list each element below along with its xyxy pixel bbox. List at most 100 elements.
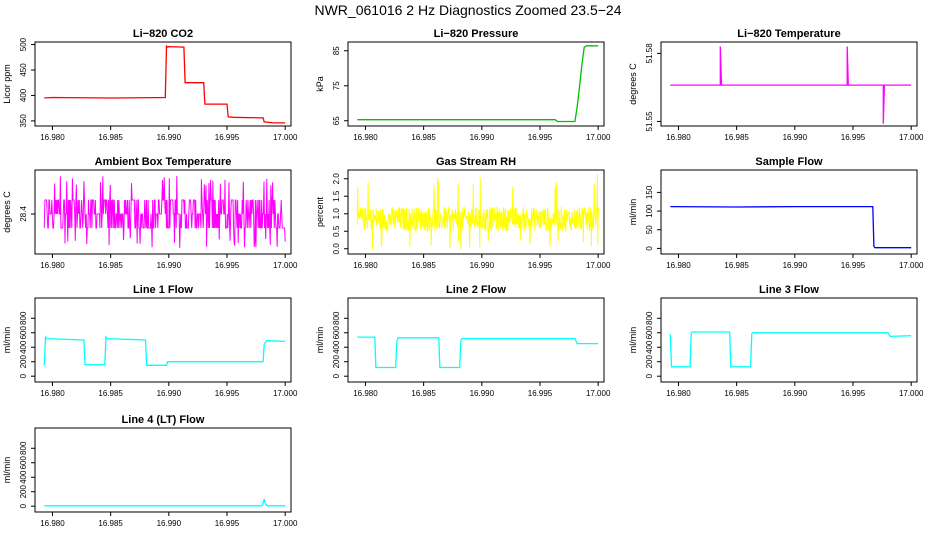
y-tick-label: 600: [645, 326, 654, 340]
x-tick-label: 16.990: [470, 389, 495, 398]
figure-title: NWR_061016 2 Hz Diagnostics Zoomed 23.5−…: [314, 2, 622, 18]
y-tick-label: 51.58: [645, 43, 654, 64]
x-tick-label: 16.995: [215, 389, 240, 398]
y-tick-label: 100: [645, 204, 654, 218]
series-line: [44, 498, 286, 507]
y-tick-label: 600: [19, 456, 28, 470]
x-tick-label: 16.985: [98, 519, 123, 528]
y-tick-label: 800: [332, 311, 341, 325]
x-tick-label: 16.985: [98, 133, 123, 142]
x-tick-label: 16.985: [724, 261, 749, 270]
x-tick-label: 16.990: [783, 261, 808, 270]
y-tick-label: 500: [19, 37, 28, 51]
x-tick-label: 16.980: [666, 389, 691, 398]
x-tick-label: 17.000: [273, 261, 298, 270]
x-tick-label: 17.000: [586, 133, 611, 142]
y-axis-label: degrees C: [2, 191, 12, 233]
y-axis-label: kPa: [315, 76, 325, 92]
x-tick-label: 16.985: [98, 389, 123, 398]
y-tick-label: 1.0: [332, 208, 341, 220]
y-axis-label: degrees C: [628, 63, 638, 105]
panel-5: Gas Stream RH percent 16.980 16.985 16.990 16…: [315, 156, 611, 270]
y-tick-label: 800: [19, 441, 28, 455]
panel-title: Li−820 Temperature: [737, 28, 840, 40]
panel-10: Line 4 (LT) Flow ml/min 16.980 16.985 16.990…: [2, 414, 298, 528]
panel-title: Line 4 (LT) Flow: [122, 414, 205, 426]
y-tick-label: 600: [332, 326, 341, 340]
y-tick-label: 200: [332, 355, 341, 369]
y-tick-label: 2.0: [332, 173, 341, 185]
series-line: [357, 45, 599, 123]
x-tick-label: 16.990: [157, 261, 182, 270]
panel-2: Li−820 Pressure kPa 16.980 16.985 16.990 16.9…: [315, 28, 611, 142]
x-tick-label: 16.980: [40, 519, 65, 528]
y-tick-label: 75: [332, 81, 341, 90]
y-tick-label: 51.55: [645, 111, 654, 132]
x-tick-label: 16.985: [98, 261, 123, 270]
y-tick-label: 600: [19, 326, 28, 340]
series-line: [43, 176, 286, 248]
y-axis-label: ml/min: [628, 327, 638, 354]
y-axis-label: ml/min: [628, 199, 638, 226]
y-tick-label: 0.0: [332, 243, 341, 255]
x-tick-label: 17.000: [273, 389, 298, 398]
series-line: [356, 174, 599, 251]
x-tick-label: 16.985: [724, 389, 749, 398]
x-tick-label: 16.980: [40, 133, 65, 142]
series-line: [669, 331, 912, 368]
x-tick-label: 16.985: [411, 389, 436, 398]
x-tick-label: 16.995: [841, 389, 866, 398]
panel-6: Sample Flow ml/min 16.980 16.985 16.990 16.99…: [628, 156, 924, 270]
x-tick-label: 16.990: [157, 389, 182, 398]
plot-frame: [660, 297, 918, 383]
plot-frame: [347, 169, 605, 255]
panel-title: Gas Stream RH: [436, 156, 516, 168]
x-tick-label: 17.000: [899, 133, 924, 142]
y-tick-label: 1.5: [332, 190, 341, 202]
panel-title: Sample Flow: [755, 156, 823, 168]
x-tick-label: 16.980: [40, 389, 65, 398]
y-axis-label: ml/min: [2, 327, 12, 354]
y-tick-label: 450: [19, 63, 28, 77]
plot-frame: [34, 41, 292, 127]
panel-9: Line 3 Flow ml/min 16.980 16.985 16.990 16.99…: [628, 284, 924, 398]
panel-3: Li−820 Temperature degrees C 16.980 16.985 1…: [628, 28, 924, 142]
x-tick-label: 16.980: [353, 133, 378, 142]
x-tick-label: 16.990: [470, 133, 495, 142]
y-tick-label: 65: [332, 116, 341, 125]
x-tick-label: 16.990: [157, 519, 182, 528]
plot-frame: [34, 169, 292, 255]
x-tick-label: 16.990: [783, 133, 808, 142]
x-tick-label: 16.990: [470, 261, 495, 270]
panel-title: Line 2 Flow: [446, 284, 506, 296]
plot-frame: [347, 41, 605, 127]
y-tick-label: 800: [19, 311, 28, 325]
x-tick-label: 17.000: [586, 261, 611, 270]
x-tick-label: 16.980: [353, 261, 378, 270]
series-line: [43, 335, 286, 366]
y-tick-label: 28.4: [19, 206, 28, 222]
y-tick-label: 85: [332, 46, 341, 55]
x-tick-label: 16.995: [528, 133, 553, 142]
x-tick-label: 16.995: [215, 519, 240, 528]
y-tick-label: 400: [19, 470, 28, 484]
plot-frame: [660, 169, 918, 255]
x-tick-label: 16.995: [841, 133, 866, 142]
y-axis-label: percent: [315, 196, 325, 227]
y-tick-label: 150: [645, 185, 654, 199]
x-tick-label: 16.995: [528, 261, 553, 270]
plot-frame: [347, 297, 605, 383]
y-tick-label: 0: [645, 246, 654, 251]
x-tick-label: 17.000: [899, 389, 924, 398]
x-tick-label: 16.995: [528, 389, 553, 398]
series-line: [670, 46, 912, 124]
y-tick-label: 200: [19, 355, 28, 369]
x-tick-label: 16.985: [411, 133, 436, 142]
x-tick-label: 17.000: [586, 389, 611, 398]
y-tick-label: 400: [332, 340, 341, 354]
series-line: [670, 205, 912, 249]
x-tick-label: 16.980: [40, 261, 65, 270]
panel-1: Li−820 CO2 Licor ppm 16.980 16.985 16.990 16.…: [2, 28, 298, 142]
y-axis-label: ml/min: [315, 327, 325, 354]
